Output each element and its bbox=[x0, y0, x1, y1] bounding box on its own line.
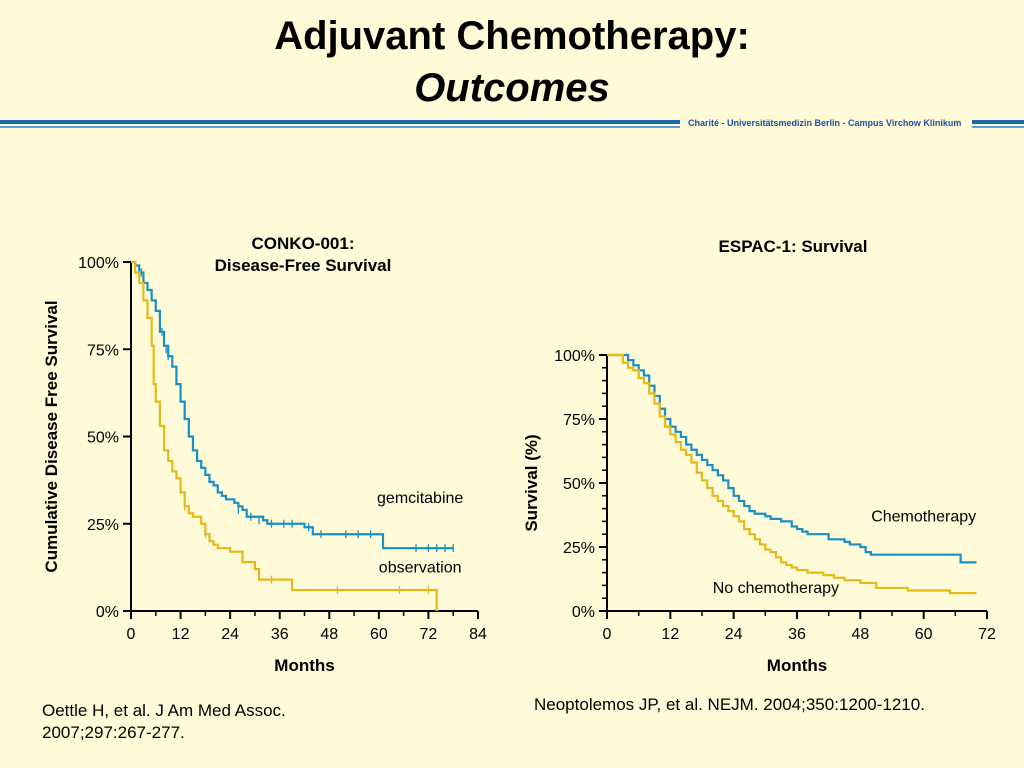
chart1-x-tick-label: 48 bbox=[320, 626, 338, 643]
chart1-x-tick-label: 24 bbox=[221, 626, 239, 643]
chart1-x-tick-label: 84 bbox=[469, 626, 487, 643]
chart1-y-tick-label: 0% bbox=[96, 604, 119, 621]
chart1-series-label-0: gemcitabine bbox=[377, 490, 463, 507]
chart1-y-tick-label: 100% bbox=[78, 255, 119, 272]
chart1-x-tick-label: 72 bbox=[420, 626, 438, 643]
chart1-y-axis-label: Cumulative Disease Free Survival bbox=[42, 300, 61, 572]
slide-subtitle: Outcomes bbox=[414, 66, 610, 110]
chart1-series-line-1 bbox=[131, 260, 438, 611]
chart1-y-tick-label: 25% bbox=[87, 517, 119, 534]
chart1-title-line2: Disease-Free Survival bbox=[214, 256, 392, 275]
citation-right: Neoptolemos JP, et al. NEJM. 2004;350:12… bbox=[534, 695, 925, 714]
chart1-x-axis-label: Months bbox=[274, 656, 334, 675]
citation-left-line2: 2007;297:267-277. bbox=[42, 723, 185, 742]
affiliation-label: Charité - Universitätsmedizin Berlin - C… bbox=[688, 118, 962, 128]
chart2-title: ESPAC-1: Survival bbox=[718, 237, 868, 256]
chart1-title-line1: CONKO-001: bbox=[251, 234, 355, 253]
citation-left-line1: Oettle H, et al. J Am Med Assoc. bbox=[42, 701, 286, 720]
slide-title: Adjuvant Chemotherapy: bbox=[274, 14, 750, 58]
header-rule-left-light bbox=[0, 126, 680, 128]
chart1-x-tick-label: 0 bbox=[127, 626, 136, 643]
chart1-y-tick-label: 50% bbox=[87, 430, 119, 447]
header-rule-left bbox=[0, 120, 680, 124]
chart1-x-tick-label: 60 bbox=[370, 626, 388, 643]
header-rule-right bbox=[972, 120, 1024, 124]
header-rule-right-light bbox=[972, 126, 1024, 128]
chart1-series-label-1: observation bbox=[379, 560, 462, 577]
chart1-y-tick-label: 75% bbox=[87, 342, 119, 359]
chart1-x-tick-label: 12 bbox=[172, 626, 190, 643]
chart1-title: CONKO-001: Disease-Free Survival bbox=[150, 233, 456, 277]
citation-left: Oettle H, et al. J Am Med Assoc. 2007;29… bbox=[42, 700, 286, 744]
chart1-x-tick-label: 36 bbox=[271, 626, 289, 643]
